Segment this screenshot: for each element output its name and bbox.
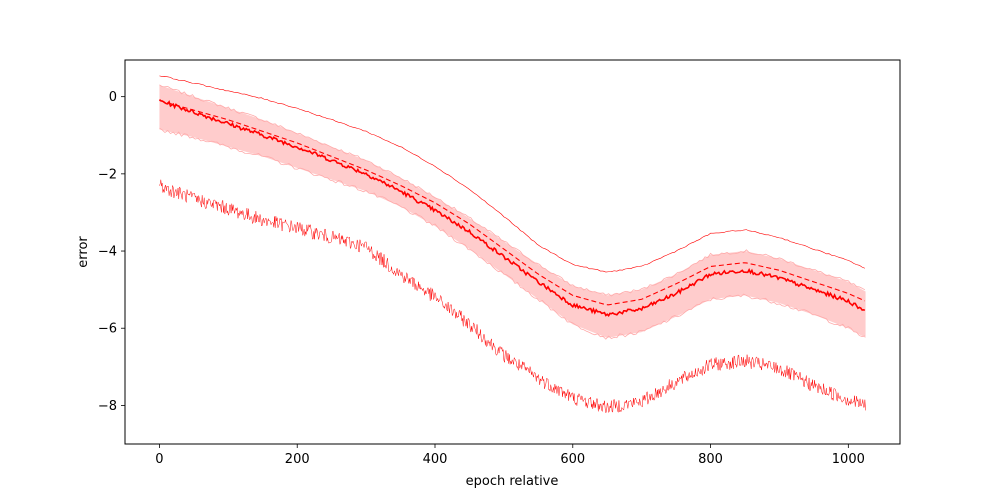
x-axis-label: epoch relative	[466, 474, 559, 489]
band-lower-edge	[159, 127, 865, 340]
x-tick-label: 600	[560, 452, 585, 467]
band-upper-edge	[159, 84, 866, 297]
y-tick-label: −6	[98, 322, 117, 337]
confidence-band	[159, 85, 866, 338]
x-tick-label: 800	[698, 452, 723, 467]
x-tick-label: 200	[285, 452, 310, 467]
dashed-series-line	[159, 99, 866, 306]
y-tick-label: −4	[98, 245, 117, 260]
x-tick-label: 400	[423, 452, 448, 467]
y-tick-label: −8	[98, 399, 117, 414]
series-layer	[158, 75, 866, 414]
upper-thin-series-line	[159, 75, 865, 273]
x-tick-label: 0	[155, 452, 163, 467]
y-axis-label: error	[76, 236, 91, 268]
confidence-band-layer	[159, 84, 866, 340]
y-axis: 0 −2 −4 −6 −8	[98, 90, 125, 414]
plot-frame	[124, 59, 901, 445]
mean-series-line	[158, 99, 866, 317]
y-tick-label: −2	[98, 167, 117, 182]
x-tick-label: 1000	[832, 452, 865, 467]
lower-noisy-series-line	[159, 179, 866, 414]
y-tick-label: 0	[109, 90, 117, 105]
x-axis: 0 200 400 600 800 1000	[155, 444, 865, 467]
